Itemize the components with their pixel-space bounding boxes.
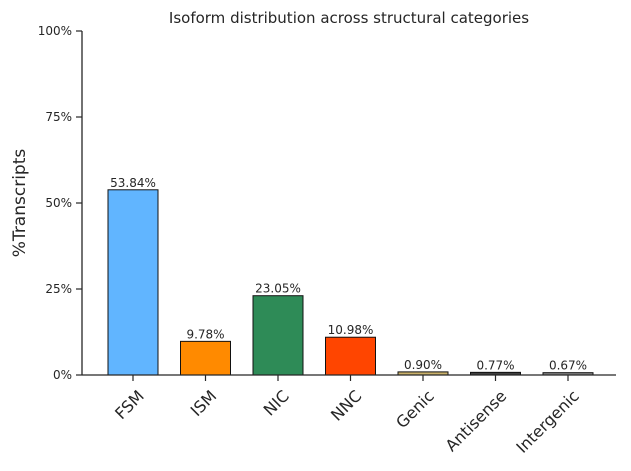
y-tick-label: 0% xyxy=(53,368,72,382)
x-tick-label: ISM xyxy=(187,386,221,420)
data-labels: 53.84% 9.78% 23.05% 10.98% 0.90% 0.77% 0.67% xyxy=(110,176,587,373)
data-label: 10.98% xyxy=(328,323,374,337)
y-axis-ticks: 0% 25% 50% 75% 100% xyxy=(38,24,82,382)
y-axis-label: %Transcripts xyxy=(10,149,30,258)
bars xyxy=(107,189,594,376)
x-axis-ticks: FSM ISM NIC NNC Genic Antisense Intergenic xyxy=(111,375,583,457)
data-label: 53.84% xyxy=(110,176,156,190)
x-tick-label: NNC xyxy=(327,386,365,424)
data-label: 23.05% xyxy=(255,282,301,296)
data-label: 0.67% xyxy=(549,359,587,373)
y-tick-label: 50% xyxy=(45,196,72,210)
data-label: 0.77% xyxy=(476,358,514,372)
bar-fsm xyxy=(107,189,159,376)
chart-title: Isoform distribution across structural c… xyxy=(169,9,529,27)
x-tick-label: NIC xyxy=(260,386,293,419)
y-tick-label: 75% xyxy=(45,110,72,124)
x-tick-label: Intergenic xyxy=(512,386,582,456)
bar-ism xyxy=(180,340,231,376)
data-label: 0.90% xyxy=(404,358,442,372)
bar-nnc xyxy=(325,336,376,376)
data-label: 9.78% xyxy=(186,327,224,341)
y-tick-label: 100% xyxy=(38,24,72,38)
y-tick-label: 25% xyxy=(45,282,72,296)
x-tick-label: FSM xyxy=(111,386,148,423)
x-tick-label: Antisense xyxy=(442,386,511,455)
x-tick-label: Genic xyxy=(392,386,438,432)
bar-nic xyxy=(252,295,304,376)
